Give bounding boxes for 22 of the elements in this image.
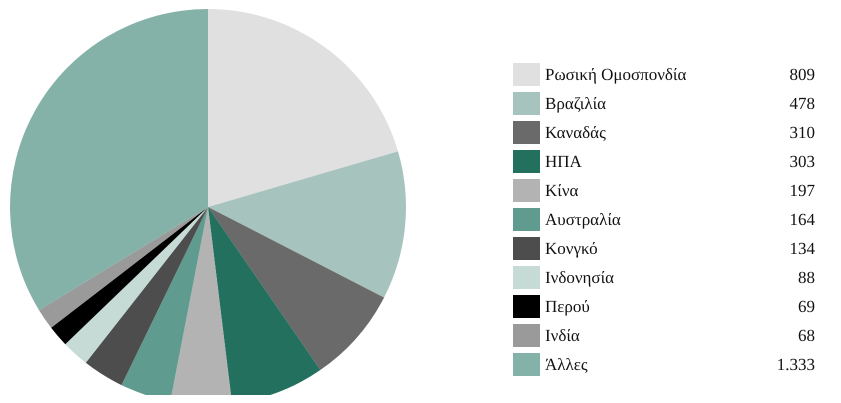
data-label: 197 bbox=[790, 181, 816, 200]
data-label: 1.333 bbox=[776, 355, 815, 374]
legend-label: Βραζιλία bbox=[545, 94, 606, 113]
data-label: 478 bbox=[790, 94, 815, 113]
data-label: 134 bbox=[790, 239, 816, 258]
legend-label: Ρωσική Ομοσπονδία bbox=[545, 65, 686, 84]
legend-label: ΗΠΑ bbox=[545, 152, 583, 171]
legend-label: Κίνα bbox=[545, 181, 579, 200]
legend-label: Άλλες bbox=[545, 355, 588, 374]
legend-label: Περού bbox=[545, 297, 590, 316]
legend-label: Ινδία bbox=[545, 326, 580, 345]
legend-label: Καναδάς bbox=[545, 123, 606, 142]
data-label: 68 bbox=[798, 326, 815, 345]
data-label: 164 bbox=[790, 210, 816, 229]
legend-label: Κονγκό bbox=[545, 239, 598, 258]
legend-label: Ινδονησία bbox=[545, 268, 614, 287]
data-label: 310 bbox=[790, 123, 815, 142]
data-label: 809 bbox=[790, 65, 815, 84]
legend-label: Αυστραλία bbox=[545, 210, 621, 229]
data-label: 303 bbox=[790, 152, 815, 171]
data-label: 69 bbox=[798, 297, 815, 316]
data-label: 88 bbox=[798, 268, 815, 287]
